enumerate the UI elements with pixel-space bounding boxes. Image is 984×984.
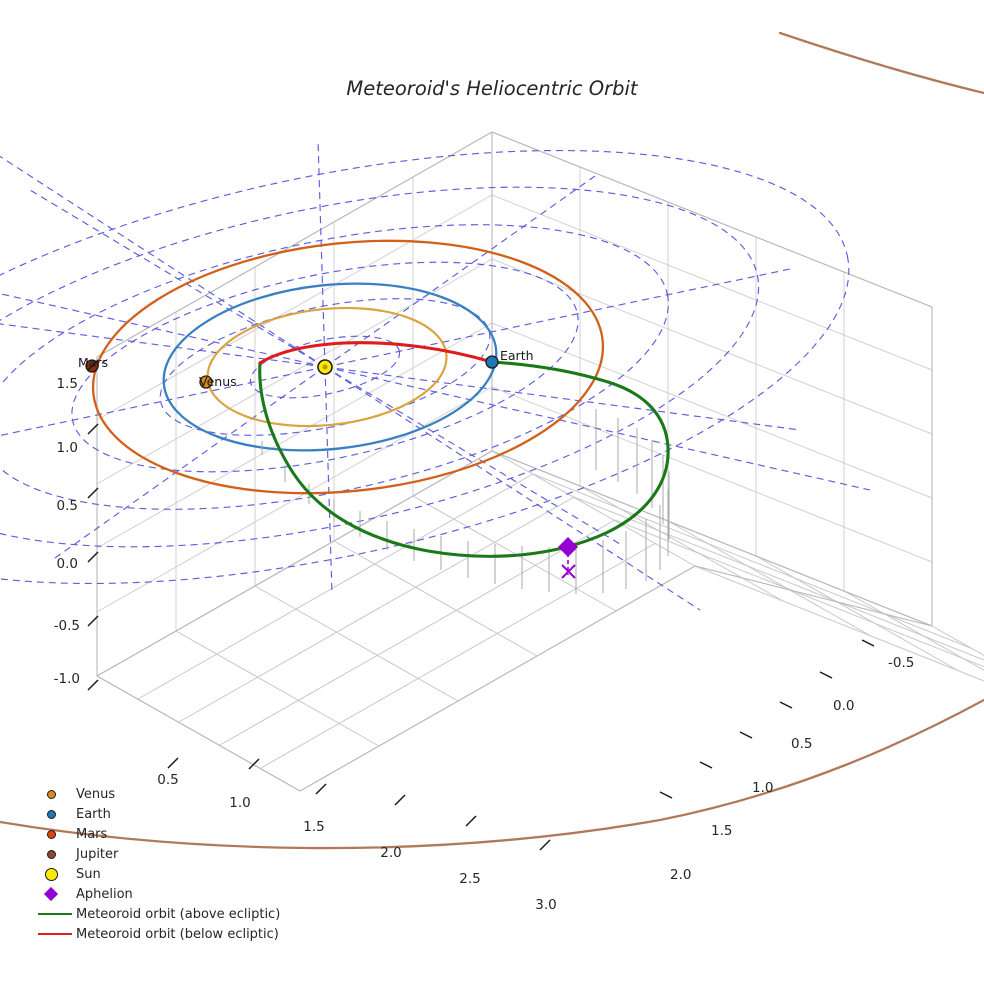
x-axis-ticks bbox=[167, 757, 551, 851]
floor-grid bbox=[96, 450, 984, 792]
venus-marker bbox=[199, 375, 213, 389]
legend-item-label: Mars bbox=[76, 826, 108, 842]
legend-item[interactable]: Meteoroid orbit (below ecliptic) bbox=[34, 924, 334, 944]
x-tick-label-4: 2.5 bbox=[459, 871, 480, 887]
y-tick-label-2: 0.5 bbox=[791, 736, 812, 752]
legend-item[interactable]: Mars bbox=[34, 824, 334, 844]
legend-item-label: Meteoroid orbit (below ecliptic) bbox=[76, 926, 279, 942]
legend-item-label: Sun bbox=[76, 866, 101, 882]
axes-box-outline bbox=[96, 131, 933, 792]
y-tick-label-0: -0.5 bbox=[888, 655, 914, 671]
z-tick-label-2: 0.5 bbox=[57, 498, 78, 514]
x-tick-label-2: 1.5 bbox=[303, 819, 324, 835]
legend-circle-icon bbox=[47, 829, 56, 839]
sun-marker bbox=[317, 359, 333, 375]
z-tick-label-0: 1.5 bbox=[57, 376, 78, 392]
legend-item[interactable]: Sun bbox=[34, 864, 334, 884]
aphelion-diamond-icon bbox=[558, 537, 578, 557]
legend-diamond-icon bbox=[43, 886, 59, 902]
jupiter-orbit bbox=[0, 31, 984, 850]
x-tick-label-5: 3.0 bbox=[535, 897, 556, 913]
legend-item-label: Aphelion bbox=[76, 886, 133, 902]
legend-line-swatch bbox=[38, 912, 72, 916]
x-tick-label-0: 0.5 bbox=[157, 772, 178, 788]
chart-title: Meteoroid's Heliocentric Orbit bbox=[346, 77, 639, 100]
z-tick-label-5: -1.0 bbox=[54, 671, 80, 687]
meteoroid-orbit-below-ecliptic bbox=[258, 341, 494, 365]
legend-item-label: Earth bbox=[76, 806, 111, 822]
aphelion-marker-group bbox=[558, 537, 578, 579]
legend-circle-icon bbox=[45, 867, 58, 881]
y-tick-label-3: 1.0 bbox=[752, 780, 773, 796]
legend-item[interactable]: Earth bbox=[34, 804, 334, 824]
aphelion-ground-x-icon bbox=[561, 564, 576, 579]
y-tick-label-5: 2.0 bbox=[670, 867, 691, 883]
z-axis-ticks bbox=[87, 359, 99, 691]
legend-item[interactable]: Venus bbox=[34, 784, 334, 804]
chart-legend: Venus Earth Mars Jupiter Sun Aphelion Meteoroi… bbox=[34, 784, 334, 944]
y-tick-label-4: 1.5 bbox=[711, 823, 732, 839]
legend-circle-icon bbox=[47, 809, 56, 819]
legend-circle-icon bbox=[47, 789, 56, 799]
z-tick-label-1: 1.0 bbox=[57, 440, 78, 456]
z-tick-label-4: -0.5 bbox=[54, 618, 80, 634]
ecliptic-polar-grid bbox=[0, 139, 871, 611]
mars-orbit bbox=[91, 239, 605, 495]
earth-orbit bbox=[162, 282, 498, 452]
x-tick-label-1: 1.0 bbox=[229, 795, 250, 811]
x-tick-label-3: 2.0 bbox=[380, 845, 401, 861]
y-axis-ticks bbox=[659, 639, 875, 799]
z-tick-label-3: 0.0 bbox=[57, 556, 78, 572]
earth-label: Earth bbox=[500, 348, 534, 363]
venus-label: Venus bbox=[199, 374, 237, 389]
legend-item-label: Jupiter bbox=[76, 846, 119, 862]
legend-item[interactable]: Aphelion bbox=[34, 884, 334, 904]
legend-circle-icon bbox=[47, 849, 56, 859]
y-tick-label-1: 0.0 bbox=[833, 698, 854, 714]
legend-item[interactable]: Meteoroid orbit (above ecliptic) bbox=[34, 904, 334, 924]
legend-line-swatch bbox=[38, 932, 72, 936]
meteoroid-orbit-above-ecliptic bbox=[258, 360, 670, 558]
legend-item[interactable]: Jupiter bbox=[34, 844, 334, 864]
earth-marker bbox=[485, 355, 499, 369]
legend-item-label: Venus bbox=[76, 786, 116, 802]
mars-label: Mars bbox=[78, 355, 108, 370]
legend-item-label: Meteoroid orbit (above ecliptic) bbox=[76, 906, 281, 922]
